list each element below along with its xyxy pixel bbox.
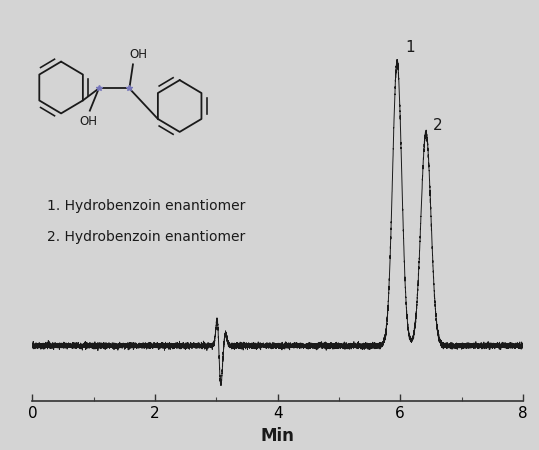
Text: 1. Hydrobenzoin enantiomer: 1. Hydrobenzoin enantiomer bbox=[47, 199, 245, 213]
Text: 2. Hydrobenzoin enantiomer: 2. Hydrobenzoin enantiomer bbox=[47, 230, 245, 244]
X-axis label: Min: Min bbox=[261, 427, 294, 445]
Text: 1: 1 bbox=[405, 40, 414, 55]
Text: OH: OH bbox=[129, 48, 147, 61]
Text: OH: OH bbox=[79, 115, 97, 128]
Text: 2: 2 bbox=[433, 118, 443, 133]
